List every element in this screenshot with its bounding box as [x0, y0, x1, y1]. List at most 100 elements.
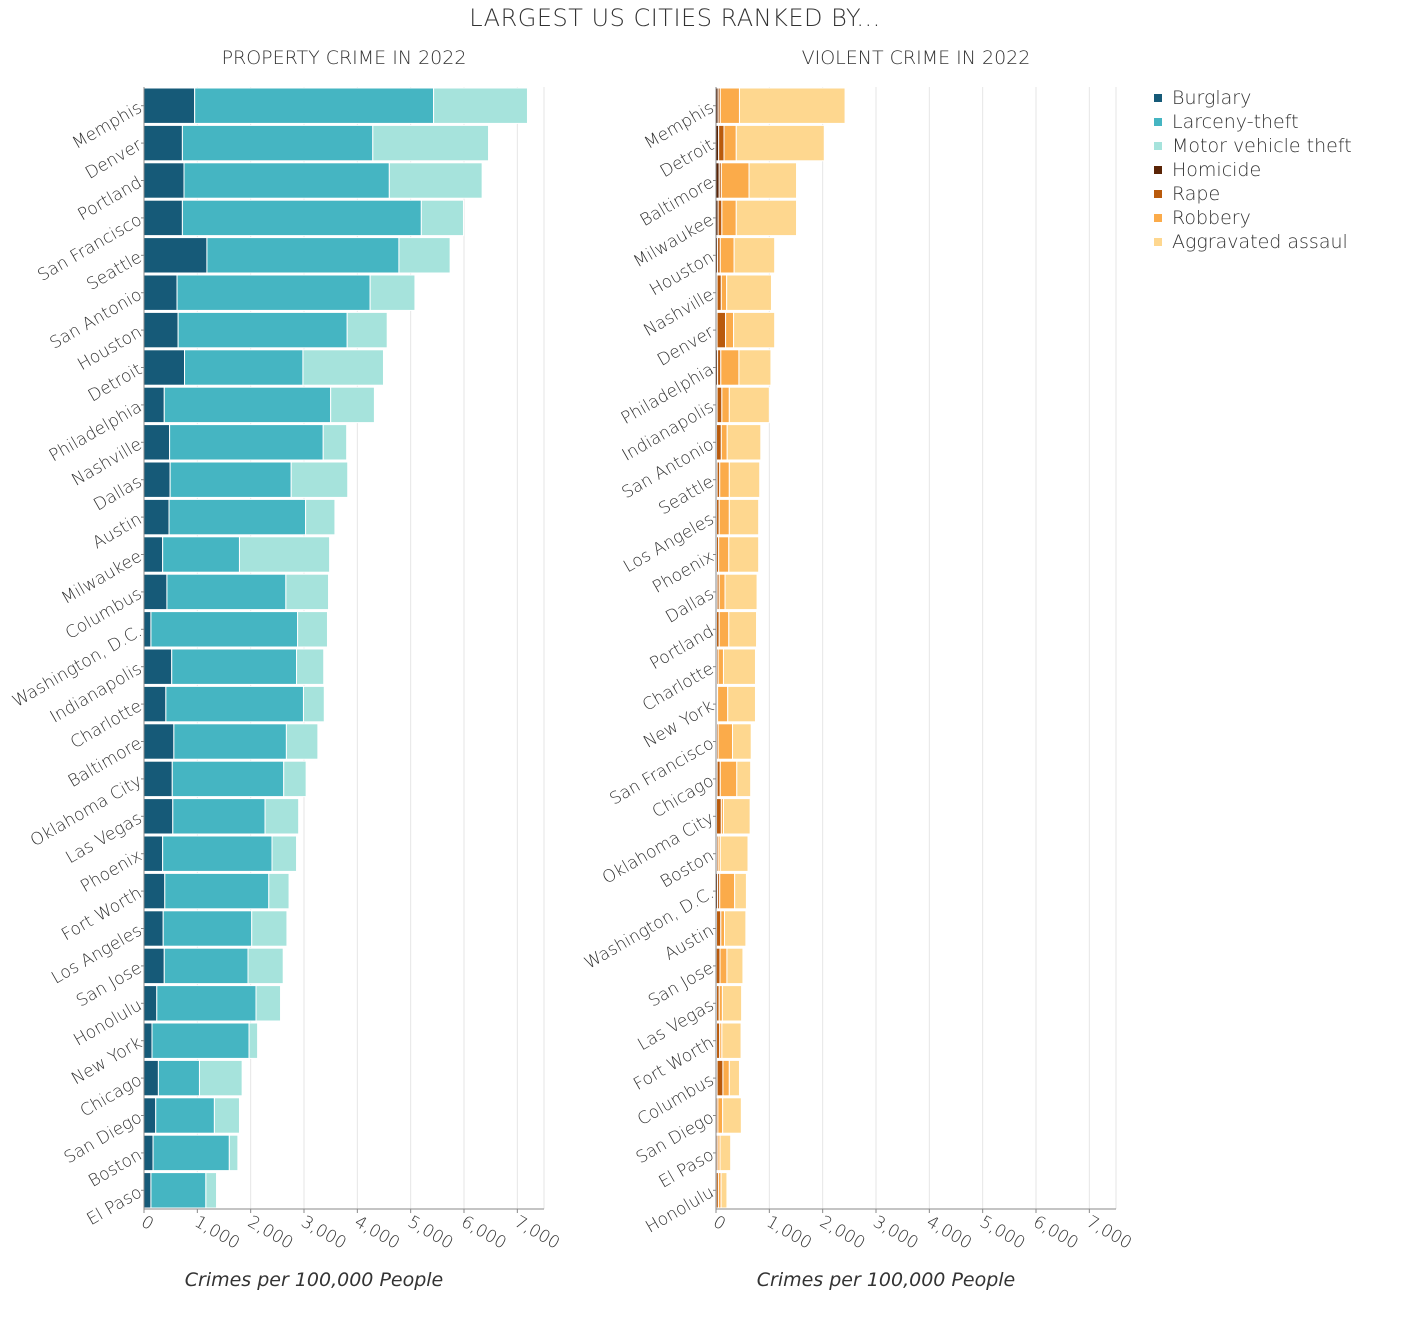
- legend-label: Homicide: [1172, 159, 1262, 181]
- bar-segment: [718, 124, 725, 162]
- bar-segment: [163, 947, 249, 985]
- bar-segment: [728, 611, 758, 648]
- x-tick-label: 2,000: [244, 1212, 296, 1254]
- chart-panel-1: MemphisDetroitBaltimoreMilwaukeeHoustonN…: [581, 87, 1135, 1291]
- bar-segment: [719, 87, 740, 124]
- bar-segment: [716, 910, 722, 947]
- bar-segment: [721, 1022, 742, 1059]
- legend: Burglary Larceny-theft Motor vehicle theft…: [1150, 86, 1352, 254]
- bar-segment: [143, 124, 183, 162]
- bar-segment: [143, 985, 158, 1022]
- bar-segment: [169, 461, 292, 498]
- x-tick-label: 2,000: [816, 1212, 868, 1254]
- bar-segment: [726, 947, 744, 985]
- x-tick-label: 6,000: [1030, 1212, 1082, 1254]
- bar-segment: [718, 611, 730, 648]
- legend-item: Motor vehicle theft: [1150, 134, 1352, 158]
- bar-segment: [388, 162, 483, 199]
- bar-segment: [296, 648, 325, 685]
- bar-segment: [171, 760, 285, 798]
- bar-segment: [726, 424, 762, 461]
- x-tick-label: 5,000: [404, 1212, 456, 1254]
- city-label: Honolulu: [642, 1183, 717, 1238]
- legend-label: Robbery: [1172, 207, 1251, 229]
- bar-segment: [720, 1172, 728, 1209]
- legend-swatch: [1154, 166, 1162, 174]
- bar-segment: [717, 723, 734, 760]
- city-label: Austin: [89, 509, 145, 553]
- bar-segment: [721, 199, 737, 237]
- bar-segment: [177, 311, 348, 349]
- bar-segment: [433, 87, 528, 124]
- bar-segment: [181, 124, 374, 162]
- bar-segment: [285, 573, 330, 611]
- legend-swatch: [1154, 142, 1162, 150]
- bar-segment: [722, 1059, 730, 1097]
- bar-segment: [728, 461, 761, 498]
- bar-segment: [728, 1059, 740, 1097]
- bar-segment: [143, 947, 165, 985]
- bar-segment: [143, 723, 175, 760]
- bar-segment: [719, 835, 749, 872]
- bar-segment: [172, 798, 266, 835]
- bar-segment: [322, 424, 348, 461]
- bar-segment: [716, 1059, 724, 1097]
- bar-segment: [732, 723, 752, 760]
- x-tick-label: 3,000: [870, 1212, 922, 1254]
- bar-segment: [330, 386, 375, 424]
- x-tick-label: 4,000: [351, 1212, 403, 1254]
- bar-segment: [735, 124, 825, 162]
- bar-segment: [150, 611, 299, 648]
- bar-segment: [206, 237, 400, 274]
- legend-swatch: [1154, 190, 1162, 198]
- violent-crime-chart-title: VIOLENT CRIME IN 2022: [801, 47, 1031, 69]
- bar-segment: [264, 798, 300, 835]
- bar-segment: [143, 1022, 153, 1059]
- bar-segment: [162, 835, 273, 872]
- bar-segment: [728, 386, 770, 424]
- bar-segment: [720, 274, 728, 311]
- bar-segment: [205, 1172, 218, 1209]
- bar-segment: [721, 386, 730, 424]
- x-tick-label: 1,000: [763, 1212, 815, 1254]
- bar-segment: [735, 199, 798, 237]
- bar-segment: [248, 1022, 259, 1059]
- bar-segment: [194, 87, 435, 124]
- bar-segment: [251, 910, 288, 947]
- bar-segment: [169, 424, 324, 461]
- bar-segment: [143, 536, 164, 573]
- bar-segment: [198, 1059, 243, 1097]
- bar-segment: [725, 311, 735, 349]
- bar-segment: [164, 872, 270, 910]
- bar-segment: [738, 349, 772, 386]
- bar-segment: [716, 386, 723, 424]
- legend-label: Burglary: [1172, 87, 1252, 109]
- bar-segment: [143, 872, 166, 910]
- bar-segment: [184, 349, 304, 386]
- bar-segment: [297, 611, 328, 648]
- bar-segment: [722, 1097, 742, 1134]
- bar-segment: [720, 162, 750, 199]
- bar-segment: [717, 648, 724, 685]
- x-tick-label: 7,000: [1083, 1212, 1135, 1254]
- bar-segment: [143, 1097, 157, 1134]
- bar-segment: [143, 573, 168, 611]
- bar-segment: [152, 1134, 230, 1172]
- bar-segment: [143, 349, 186, 386]
- bar-segment: [143, 1059, 159, 1097]
- bar-segment: [166, 573, 287, 611]
- city-label: El Paso: [84, 1183, 146, 1230]
- bar-segment: [143, 1172, 152, 1209]
- x-tick-label: 5,000: [976, 1212, 1028, 1254]
- bar-segment: [719, 872, 736, 910]
- legend-swatch: [1154, 118, 1162, 126]
- bar-segment: [302, 685, 325, 723]
- bar-segment: [143, 685, 167, 723]
- bar-segment: [715, 947, 721, 985]
- bar-segment: [228, 1134, 239, 1172]
- bar-segment: [302, 349, 384, 386]
- bar-segment: [143, 162, 185, 199]
- bar-segment: [151, 1022, 250, 1059]
- page-title: LARGEST US CITIES RANKED BY...: [469, 4, 881, 32]
- x-axis-title: Crimes per 100,000 People: [757, 1269, 1016, 1291]
